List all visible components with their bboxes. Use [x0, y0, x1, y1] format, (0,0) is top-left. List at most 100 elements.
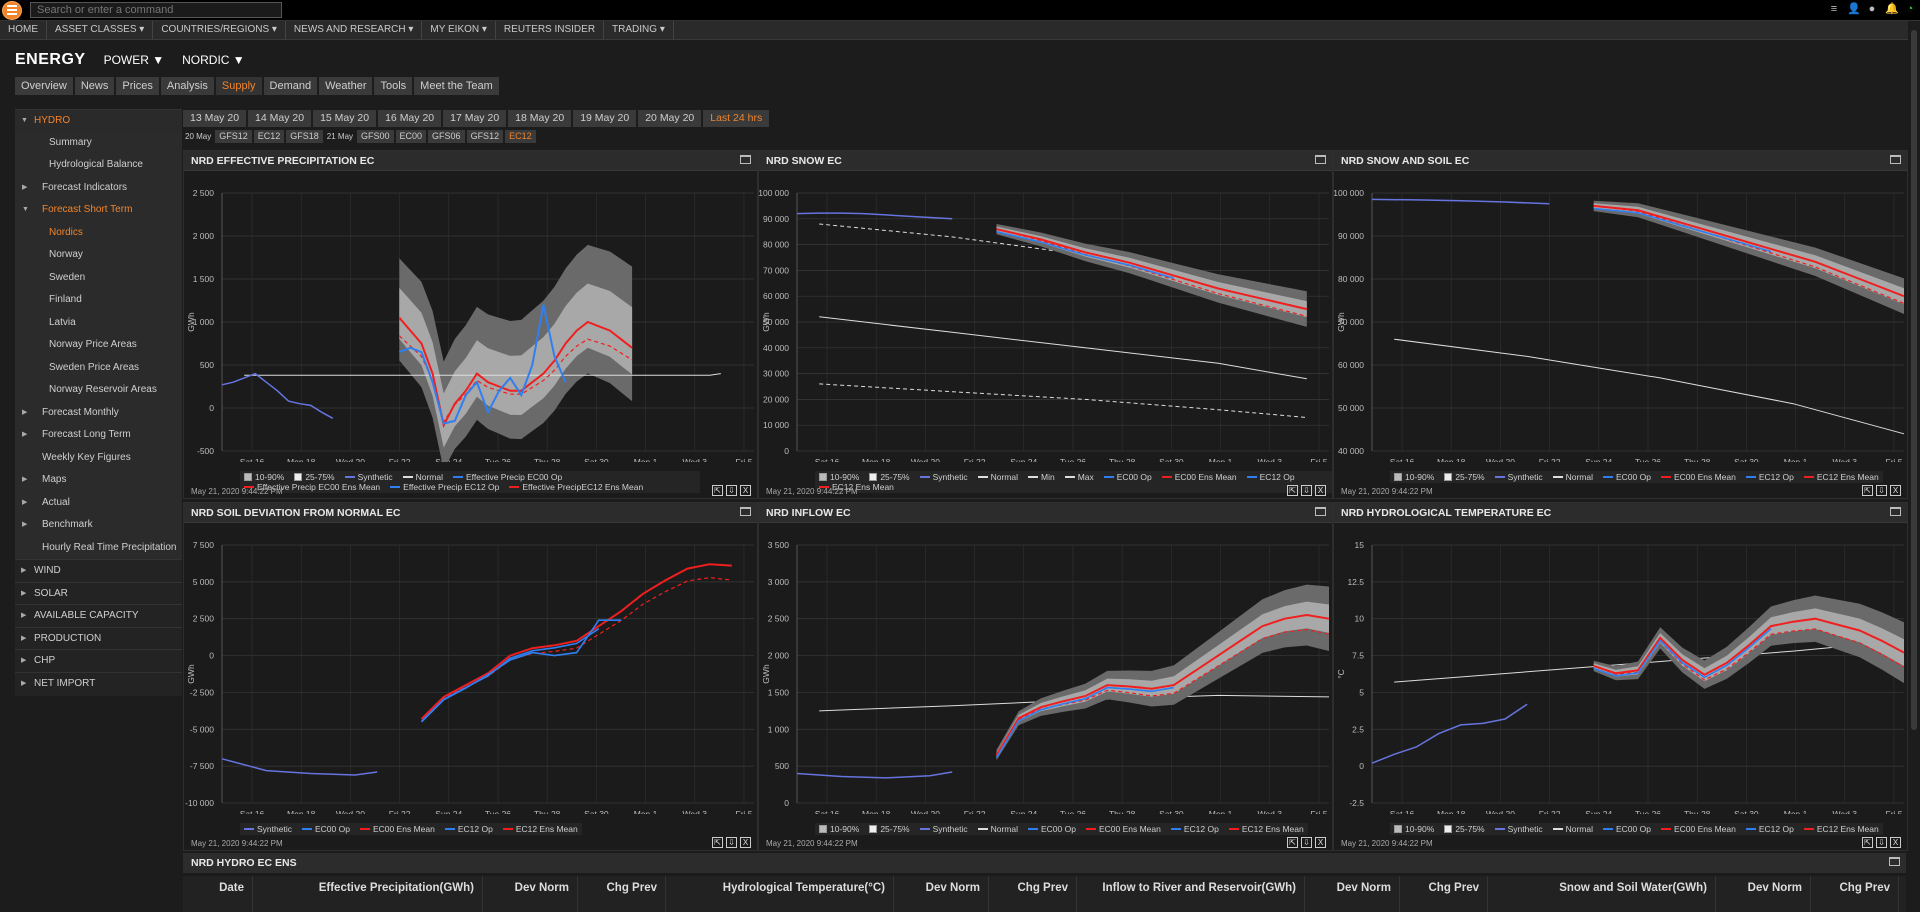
export-icon[interactable]: ⇱	[1862, 485, 1873, 496]
legend-item-normal[interactable]: Normal	[977, 824, 1018, 834]
column-header-dev-norm[interactable]: Dev Norm	[483, 876, 578, 912]
legend-item-10-90[interactable]: 10-90%	[1394, 472, 1434, 482]
excel-icon[interactable]: X	[1315, 485, 1326, 496]
sidebar-item-finland[interactable]: Finland	[15, 289, 182, 312]
run-button-gfs12[interactable]: GFS12	[215, 130, 252, 143]
menu-item-asset-classes[interactable]: ASSET CLASSES ▾	[47, 21, 154, 39]
legend-item-10-90[interactable]: 10-90%	[819, 824, 859, 834]
column-header-chg-prev[interactable]: Chg Prev	[989, 876, 1077, 912]
column-header-hydrological-temperature-c[interactable]: Hydrological Temperature(°C)	[666, 876, 894, 912]
legend-item-25-75[interactable]: 25-75%	[1444, 824, 1485, 834]
download-icon[interactable]: ⇩	[726, 837, 737, 848]
popout-icon[interactable]	[1889, 857, 1900, 866]
excel-icon[interactable]: X	[1890, 837, 1901, 848]
chat-icon[interactable]: ●	[1868, 3, 1876, 15]
run-button-gfs12[interactable]: GFS12	[466, 130, 504, 143]
sidebar-item-hourly-real-time-precipitation[interactable]: Hourly Real Time Precipitation	[15, 536, 182, 559]
legend-item-synthetic[interactable]: Synthetic	[244, 824, 292, 834]
sidebar-item-actual[interactable]: ▶ Actual	[15, 491, 182, 514]
legend-item-synthetic[interactable]: Synthetic	[919, 472, 968, 482]
download-icon[interactable]: ⇩	[1301, 485, 1312, 496]
tab-supply[interactable]: Supply	[215, 77, 262, 95]
sidebar-item-forecast-long-term[interactable]: ▶ Forecast Long Term	[15, 424, 182, 447]
column-header-dev-norm[interactable]: Dev Norm	[894, 876, 989, 912]
sidebar-item-wind[interactable]: ▶ WIND	[15, 559, 182, 582]
excel-icon[interactable]: X	[1890, 485, 1901, 496]
legend-item-effective-precip-ec12-op[interactable]: Effective Precip EC12 Op	[390, 482, 499, 492]
run-button-gfs18[interactable]: GFS18	[286, 130, 323, 143]
legend-item-ec12-ens-mean[interactable]: EC12 Ens Mean	[502, 824, 578, 834]
legend-item-ec12-op[interactable]: EC12 Op	[1170, 824, 1219, 834]
date-button-20-may-20[interactable]: 20 May 20	[638, 110, 702, 127]
tab-news[interactable]: News	[74, 77, 115, 95]
menu-item-home[interactable]: HOME	[0, 21, 47, 39]
sidebar-item-net-import[interactable]: ▶ NET IMPORT	[15, 671, 182, 694]
scrollbar-thumb[interactable]	[1911, 30, 1917, 730]
download-icon[interactable]: ⇩	[1301, 837, 1312, 848]
sidebar-item-forecast-monthly[interactable]: ▶ Forecast Monthly	[15, 401, 182, 424]
excel-icon[interactable]: X	[740, 837, 751, 848]
tab-demand[interactable]: Demand	[263, 77, 318, 95]
region-dropdown[interactable]: NORDIC ▼	[182, 53, 245, 67]
download-icon[interactable]: ⇩	[1876, 837, 1887, 848]
legend-item-ec00-ens-mean[interactable]: EC00 Ens Mean	[1085, 824, 1161, 834]
legend-item-synthetic[interactable]: Synthetic	[1494, 824, 1543, 834]
sidebar-item-solar[interactable]: ▶ SOLAR	[15, 581, 182, 604]
run-button-ec12[interactable]: EC12	[505, 130, 536, 143]
sidebar-item-hydrological-balance[interactable]: Hydrological Balance	[15, 154, 182, 177]
date-button-14-may-20[interactable]: 14 May 20	[248, 110, 312, 127]
legend-item-normal[interactable]: Normal	[1552, 472, 1593, 482]
export-icon[interactable]: ⇱	[1287, 485, 1298, 496]
run-button-ec00[interactable]: EC00	[395, 130, 427, 143]
date-button-16-may-20[interactable]: 16 May 20	[378, 110, 442, 127]
tab-tools[interactable]: Tools	[374, 77, 413, 95]
legend-item-synthetic[interactable]: Synthetic	[344, 472, 393, 482]
legend-item-effective-precip-ec00-ens-mean[interactable]: Effective Precip EC00 Ens Mean	[244, 482, 380, 492]
menu-item-countries-regions[interactable]: COUNTRIES/REGIONS ▾	[153, 21, 286, 39]
column-header-inflow-to-river-and-reservoir-gwh[interactable]: Inflow to River and Reservoir(GWh)	[1077, 876, 1305, 912]
date-button-17-may-20[interactable]: 17 May 20	[443, 110, 507, 127]
legend-item-min[interactable]: Min	[1028, 472, 1055, 482]
page-scrollbar[interactable]	[1908, 21, 1920, 912]
popout-icon[interactable]	[740, 155, 751, 164]
legend-item-ec00-op[interactable]: EC00 Op	[1603, 472, 1651, 482]
export-icon[interactable]: ⇱	[1287, 837, 1298, 848]
legend-item-normal[interactable]: Normal	[402, 472, 443, 482]
date-button-18-may-20[interactable]: 18 May 20	[508, 110, 572, 127]
legend-item-ec12-ens-mean[interactable]: EC12 Ens Mean	[1803, 824, 1879, 834]
legend-item-10-90[interactable]: 10-90%	[819, 472, 859, 482]
tab-weather[interactable]: Weather	[319, 77, 373, 95]
legend-item-ec00-op[interactable]: EC00 Op	[1603, 824, 1651, 834]
legend-item-ec00-op[interactable]: EC00 Op	[1103, 472, 1152, 482]
legend-item-25-75[interactable]: 25-75%	[869, 824, 910, 834]
download-icon[interactable]: ⇩	[726, 485, 737, 496]
popout-icon[interactable]	[1315, 507, 1326, 516]
sidebar-item-sweden-price-areas[interactable]: Sweden Price Areas	[15, 356, 182, 379]
column-header-dev-norm[interactable]: Dev Norm	[1305, 876, 1400, 912]
menu-item-news-and-research[interactable]: NEWS AND RESEARCH ▾	[286, 21, 423, 39]
legend-item-ec12-op[interactable]: EC12 Op	[1745, 472, 1794, 482]
sidebar-item-production[interactable]: ▶ PRODUCTION	[15, 626, 182, 649]
column-header-effective-precipitation-gwh[interactable]: Effective Precipitation(GWh)	[253, 876, 483, 912]
menu-icon[interactable]: ≡	[1830, 3, 1838, 15]
legend-item-effective-precipec12-ens-mean[interactable]: Effective PrecipEC12 Ens Mean	[509, 482, 643, 492]
date-button-15-may-20[interactable]: 15 May 20	[313, 110, 377, 127]
legend-item-ec00-op[interactable]: EC00 Op	[301, 824, 350, 834]
user-icon[interactable]: 👤	[1847, 3, 1861, 15]
sidebar-item-norway-reservoir-areas[interactable]: Norway Reservoir Areas	[15, 379, 182, 402]
sidebar-item-chp[interactable]: ▶ CHP	[15, 649, 182, 672]
sidebar-item-weekly-key-figures[interactable]: Weekly Key Figures	[15, 446, 182, 469]
tab-analysis[interactable]: Analysis	[160, 77, 214, 95]
legend-item-ec12-ens-mean[interactable]: EC12 Ens Mean	[819, 482, 894, 492]
date-button-13-may-20[interactable]: 13 May 20	[183, 110, 247, 127]
bell-icon[interactable]: 🔔	[1885, 3, 1899, 15]
sidebar-item-forecast-indicators[interactable]: ▶ Forecast Indicators	[15, 176, 182, 199]
column-header-snow-and-soil-water-gwh[interactable]: Snow and Soil Water(GWh)	[1488, 876, 1716, 912]
legend-item-ec12-op[interactable]: EC12 Op	[1246, 472, 1295, 482]
legend-item-ec00-ens-mean[interactable]: EC00 Ens Mean	[1660, 824, 1736, 834]
market-dropdown[interactable]: POWER ▼	[103, 53, 165, 67]
popout-icon[interactable]	[1890, 155, 1901, 164]
download-icon[interactable]: ⇩	[1876, 485, 1887, 496]
column-header-chg-prev[interactable]: Chg Prev	[578, 876, 666, 912]
legend-item-normal[interactable]: Normal	[977, 472, 1018, 482]
